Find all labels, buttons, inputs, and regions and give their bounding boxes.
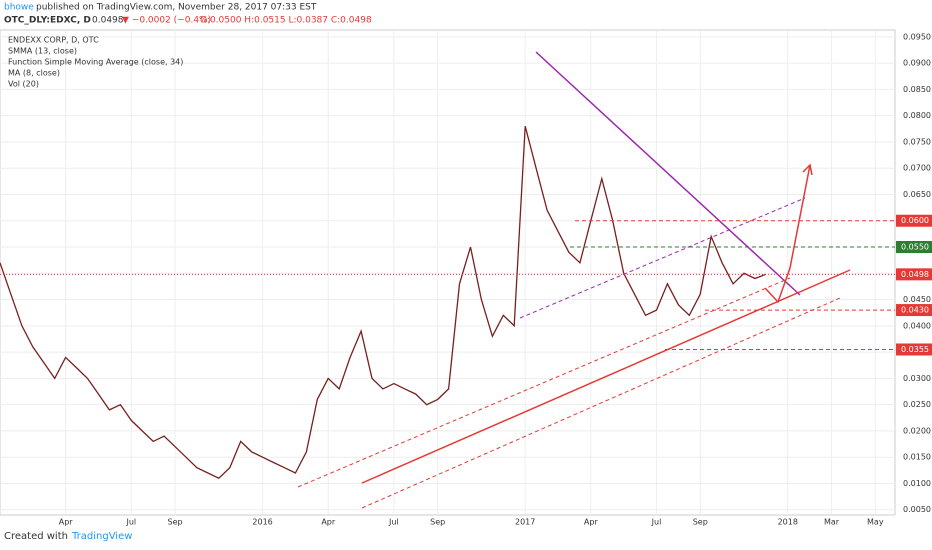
legend-entry: ENDEXX CORP, D, OTC [8,36,99,45]
y-tick-label: 0.0650 [903,190,931,199]
level-label: 0.0550 [901,243,929,252]
y-tick-label: 0.0850 [903,85,931,94]
y-tick-label: 0.0050 [903,505,931,514]
channel-line [297,277,791,488]
y-tick-label: 0.0950 [903,32,931,41]
y-tick-label: 0.0400 [903,321,931,330]
symbol: OTC_DLY:EDXC, D [4,16,91,26]
x-tick-label: Apr [584,518,599,527]
x-tick-label: 2016 [252,518,272,527]
legend-entry: MA (8, close) [8,69,60,78]
legend-entry: Vol (20) [8,80,39,89]
author: bhowe [4,3,34,13]
drawings [297,51,851,509]
x-tick-label: 2017 [515,518,535,527]
x-tick-label: May [867,518,884,527]
change: ▼ −0.0002 (−0.4%) [122,16,211,26]
y-tick-label: 0.0150 [903,453,931,462]
x-tick-label: Jul [651,518,662,527]
channel-line [361,297,841,509]
y-tick-label: 0.0300 [903,374,931,383]
channel-line [519,197,806,319]
plot-frame [0,29,896,516]
x-tick-label: Jul [125,518,136,527]
x-tick-label: Jul [388,518,399,527]
x-tick-label: Sep [168,518,183,527]
level-tag [896,343,932,356]
published: published on TradingView.com, November 2… [36,3,317,13]
footer-brand: TradingView [71,531,132,542]
legend-entry: Function Simple Moving Average (close, 3… [8,58,183,67]
x-tick-label: 2018 [778,518,798,527]
trendline [361,269,851,484]
level-label: 0.0430 [901,306,929,315]
last: 0.0498 [92,16,124,26]
arrow [764,164,811,304]
y-tick-label: 0.0250 [903,400,931,409]
y-tick-label: 0.0200 [903,426,931,435]
x-tick-label: Sep [430,518,445,527]
y-tick-label: 0.0450 [903,295,931,304]
x-tick-label: Apr [321,518,336,527]
y-tick-label: 0.0700 [903,164,931,173]
price-line [0,126,767,479]
level-label: 0.0600 [901,216,929,225]
level-label: 0.0498 [901,270,929,279]
x-tick-label: Sep [693,518,708,527]
arrow-head [802,163,813,176]
x-tick-label: Apr [59,518,74,527]
ohlc: O:0.0500 H:0.0515 L:0.0387 C:0.0498 [200,16,372,26]
y-tick-label: 0.0900 [903,59,931,68]
level-tag [896,304,932,317]
y-tick-label: 0.0100 [903,479,931,488]
level-label: 0.0355 [901,345,929,354]
y-tick-label: 0.0800 [903,111,931,120]
footer-created: Created with [4,531,68,542]
level-tag [896,268,932,281]
level-tag [896,214,932,227]
y-tick-label: 0.0750 [903,137,931,146]
level-tag [896,241,932,254]
x-tick-label: Mar [824,518,840,527]
trendline [535,51,801,296]
legend-entry: SMMA (13, close) [8,47,77,56]
